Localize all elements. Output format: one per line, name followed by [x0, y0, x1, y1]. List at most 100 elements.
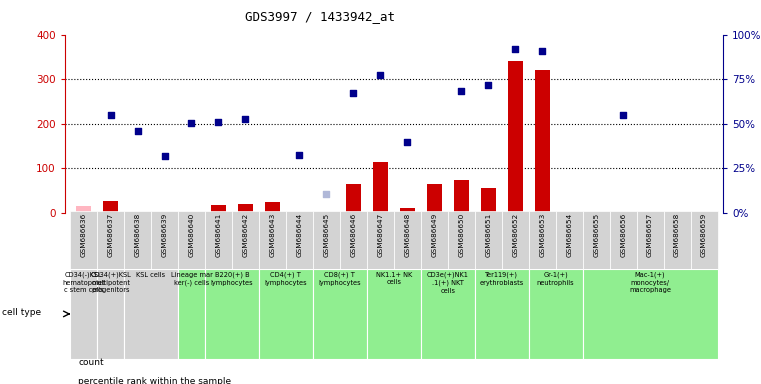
Text: B220(+) B
lymphocytes: B220(+) B lymphocytes — [211, 271, 253, 286]
Bar — [421, 269, 475, 359]
Bar — [313, 269, 367, 359]
Text: GSM686642: GSM686642 — [243, 212, 248, 257]
Point — [482, 81, 495, 88]
Text: GSM686647: GSM686647 — [377, 212, 384, 257]
Bar — [690, 211, 718, 271]
Point — [455, 88, 467, 94]
Text: GSM686658: GSM686658 — [674, 212, 680, 257]
Text: GSM686653: GSM686653 — [540, 212, 545, 257]
Bar — [529, 269, 583, 359]
Bar — [475, 211, 501, 271]
Bar — [447, 211, 475, 271]
Text: GSM686646: GSM686646 — [350, 212, 356, 257]
Bar — [346, 184, 361, 213]
Bar — [184, 212, 199, 213]
Point — [158, 153, 170, 159]
Bar — [481, 188, 495, 213]
Text: GSM686639: GSM686639 — [161, 212, 167, 257]
Text: GSM686657: GSM686657 — [647, 212, 653, 257]
Text: CD34(-)KSL
hematopoiet
c stem cells: CD34(-)KSL hematopoiet c stem cells — [62, 271, 105, 293]
Bar — [583, 269, 718, 359]
Bar — [367, 211, 394, 271]
Point — [293, 152, 305, 158]
Bar — [211, 205, 226, 213]
Point — [186, 120, 198, 126]
Text: GSM686636: GSM686636 — [81, 212, 87, 257]
Point — [536, 48, 548, 54]
Point — [509, 46, 521, 52]
Text: GSM686649: GSM686649 — [431, 212, 438, 257]
Bar — [76, 207, 91, 213]
Text: CD34(+)KSL
multipotent
progenitors: CD34(+)KSL multipotent progenitors — [90, 271, 131, 293]
Point — [104, 112, 116, 118]
Point — [212, 119, 224, 125]
Bar — [232, 211, 259, 271]
Text: NK1.1+ NK
cells: NK1.1+ NK cells — [376, 271, 412, 285]
Bar — [535, 70, 549, 213]
Bar — [259, 269, 313, 359]
Bar — [313, 211, 340, 271]
Bar — [421, 211, 447, 271]
Bar — [151, 211, 178, 271]
Text: GSM686644: GSM686644 — [296, 212, 302, 257]
Point — [401, 139, 413, 145]
Bar — [556, 211, 583, 271]
Point — [617, 112, 629, 118]
Text: CD4(+) T
lymphocytes: CD4(+) T lymphocytes — [265, 271, 307, 286]
Bar — [259, 211, 286, 271]
Text: GSM686656: GSM686656 — [620, 212, 626, 257]
Bar — [97, 269, 124, 359]
Bar — [373, 162, 388, 213]
Bar — [501, 211, 529, 271]
Bar — [637, 211, 664, 271]
Text: GSM686650: GSM686650 — [458, 212, 464, 257]
Bar — [70, 269, 97, 359]
Bar — [340, 211, 367, 271]
Bar — [178, 211, 205, 271]
Text: percentile rank within the sample: percentile rank within the sample — [78, 377, 231, 384]
Text: GSM686643: GSM686643 — [269, 212, 275, 257]
Text: GSM686638: GSM686638 — [135, 212, 141, 257]
Bar — [583, 211, 610, 271]
Text: GSM686637: GSM686637 — [107, 212, 113, 257]
Bar — [400, 208, 415, 213]
Bar — [664, 211, 690, 271]
Text: GSM686645: GSM686645 — [323, 212, 330, 257]
Bar — [367, 269, 421, 359]
Text: Gr-1(+)
neutrophils: Gr-1(+) neutrophils — [537, 271, 575, 286]
Point — [320, 191, 333, 197]
Bar — [124, 211, 151, 271]
Text: Ter119(+)
erythroblasts: Ter119(+) erythroblasts — [479, 271, 524, 286]
Bar — [529, 211, 556, 271]
Bar — [178, 269, 205, 359]
Text: GDS3997 / 1433942_at: GDS3997 / 1433942_at — [244, 10, 395, 23]
Text: GSM686659: GSM686659 — [701, 212, 707, 257]
Text: GSM686654: GSM686654 — [566, 212, 572, 257]
Bar — [238, 204, 253, 213]
Bar — [70, 211, 97, 271]
Bar — [103, 200, 118, 213]
Bar — [205, 211, 232, 271]
Point — [347, 89, 359, 96]
Bar — [265, 202, 280, 213]
Text: CD3e(+)NK1
.1(+) NKT
cells: CD3e(+)NK1 .1(+) NKT cells — [427, 271, 469, 293]
Bar — [427, 184, 441, 213]
Bar — [124, 269, 178, 359]
Text: CD8(+) T
lymphocytes: CD8(+) T lymphocytes — [319, 271, 361, 286]
Point — [240, 116, 252, 122]
Point — [132, 127, 144, 134]
Bar — [475, 269, 529, 359]
Text: GSM686641: GSM686641 — [215, 212, 221, 257]
Text: GSM686648: GSM686648 — [404, 212, 410, 257]
Text: KSL cells: KSL cells — [136, 271, 166, 278]
Text: GSM686652: GSM686652 — [512, 212, 518, 257]
Bar — [205, 269, 259, 359]
Text: count: count — [78, 358, 104, 367]
Text: GSM686655: GSM686655 — [593, 212, 599, 257]
Text: GSM686651: GSM686651 — [486, 212, 492, 257]
Bar — [394, 211, 421, 271]
Point — [374, 72, 387, 78]
Text: GSM686640: GSM686640 — [189, 212, 195, 257]
Bar — [610, 211, 637, 271]
Bar — [130, 212, 145, 213]
